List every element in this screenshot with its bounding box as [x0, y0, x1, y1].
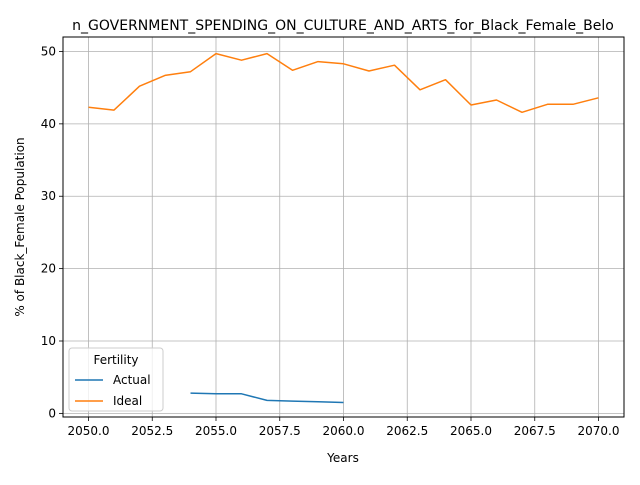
- x-tick-label: 2067.5: [514, 424, 556, 438]
- legend-label-actual: Actual: [113, 373, 151, 387]
- y-tick-label: 0: [48, 406, 56, 420]
- legend-items: Actual Ideal: [75, 373, 151, 408]
- y-tick-label: 40: [41, 117, 56, 131]
- axis-ticks: 2050.0 2052.5 2055.0 2057.5 2060.0 2062.5 2065…: [41, 44, 620, 438]
- x-tick-label: 2050.0: [68, 424, 110, 438]
- x-tick-label: 2060.0: [323, 424, 365, 438]
- series-lines: [88, 52, 599, 404]
- x-tick-label: 2062.5: [386, 424, 428, 438]
- y-tick-label: 10: [41, 334, 56, 348]
- grid-lines: [63, 37, 624, 417]
- series-line-actual: [190, 392, 344, 404]
- legend-box: [68, 347, 164, 412]
- y-tick-label: 20: [41, 262, 56, 276]
- x-tick-label: 2070.0: [578, 424, 620, 438]
- series-line-ideal: [88, 52, 599, 114]
- y-axis-label: % of Black_Female Population: [13, 137, 27, 316]
- x-axis-label: Years: [326, 451, 359, 465]
- legend-label-ideal: Ideal: [113, 394, 142, 408]
- y-tick-label: 50: [41, 44, 56, 58]
- x-tick-label: 2057.5: [259, 424, 301, 438]
- chart-title: n_GOVERNMENT_SPENDING_ON_CULTURE_AND_ART…: [72, 18, 614, 34]
- legend: Fertility Actual Ideal: [68, 347, 164, 412]
- legend-title: Fertility: [93, 353, 138, 367]
- x-tick-label: 2055.0: [195, 424, 237, 438]
- x-tick-label: 2052.5: [131, 424, 173, 438]
- y-tick-label: 30: [41, 189, 56, 203]
- x-tick-label: 2065.0: [450, 424, 492, 438]
